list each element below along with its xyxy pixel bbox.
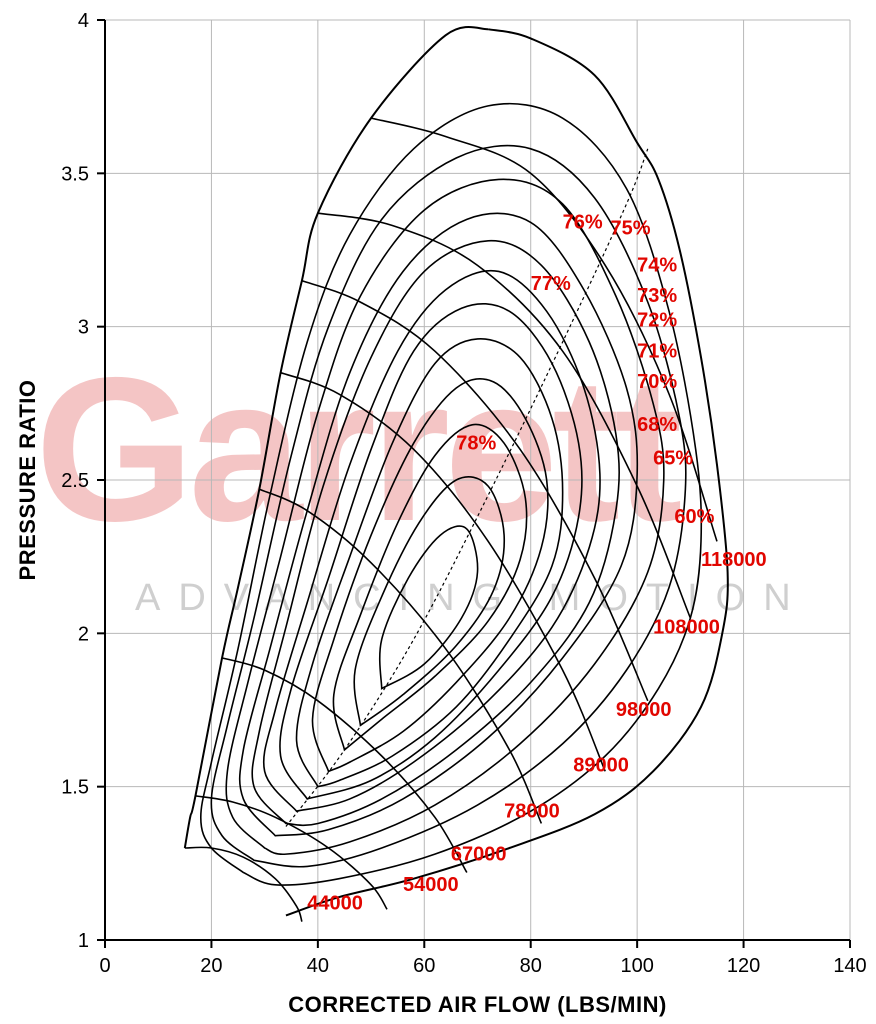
- speed-label: 54000: [403, 874, 459, 896]
- x-tick-label: 20: [200, 955, 222, 977]
- y-tick-label: 3: [78, 317, 89, 339]
- efficiency-label: 70%: [637, 371, 677, 393]
- x-tick-label: 100: [620, 955, 653, 977]
- x-tick-label: 40: [307, 955, 329, 977]
- watermark-main: Garrett: [35, 335, 680, 564]
- compressor-map-chart: GarrettADVANCING MOTION02040608010012014…: [0, 0, 876, 1024]
- speed-label: 118000: [701, 549, 767, 571]
- chart-svg: GarrettADVANCING MOTION02040608010012014…: [0, 0, 876, 1024]
- efficiency-label: 71%: [637, 340, 677, 362]
- y-axis-title: PRESSURE RATIO: [15, 380, 40, 581]
- speed-label: 89000: [573, 754, 629, 776]
- x-tick-label: 80: [520, 955, 542, 977]
- efficiency-label: 76%: [563, 212, 603, 234]
- x-tick-label: 0: [99, 955, 110, 977]
- efficiency-label: 78%: [456, 432, 496, 454]
- x-tick-label: 140: [833, 955, 866, 977]
- x-axis-title: CORRECTED AIR FLOW (LBS/MIN): [288, 992, 667, 1017]
- y-tick-label: 2.5: [61, 470, 89, 492]
- y-tick-label: 1.5: [61, 777, 89, 799]
- speed-label: 67000: [451, 843, 507, 865]
- speed-label: 78000: [504, 800, 560, 822]
- x-tick-label: 60: [413, 955, 435, 977]
- efficiency-label: 68%: [637, 414, 677, 436]
- efficiency-label: 72%: [637, 310, 677, 332]
- x-tick-label: 120: [727, 955, 760, 977]
- efficiency-label: 73%: [637, 285, 677, 307]
- speed-label: 108000: [653, 616, 720, 638]
- y-tick-label: 2: [78, 623, 89, 645]
- efficiency-label: 77%: [531, 273, 571, 295]
- speed-label: 44000: [307, 892, 363, 914]
- efficiency-label: 60%: [674, 506, 714, 528]
- efficiency-label: 65%: [653, 448, 693, 470]
- y-tick-label: 1: [78, 930, 89, 952]
- speed-label: 98000: [616, 699, 672, 721]
- efficiency-label: 74%: [637, 254, 677, 276]
- y-tick-label: 3.5: [61, 163, 89, 185]
- efficiency-label: 75%: [611, 218, 651, 240]
- y-tick-label: 4: [78, 10, 89, 32]
